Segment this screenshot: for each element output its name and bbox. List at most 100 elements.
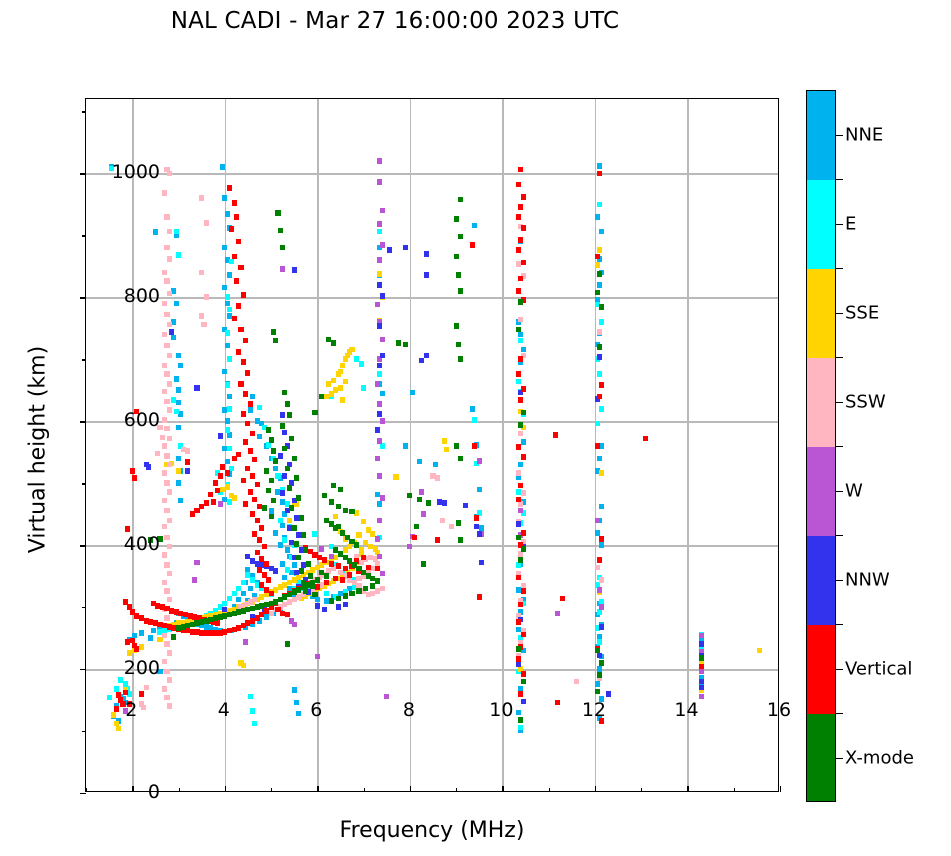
- data-point: [437, 498, 443, 505]
- data-point: [157, 536, 163, 542]
- data-point: [259, 594, 265, 600]
- colorbar-label-vertical: Vertical: [845, 658, 913, 679]
- y-tick-label: 600: [123, 409, 160, 432]
- data-point: [476, 531, 482, 537]
- data-point: [134, 408, 140, 415]
- data-point: [597, 455, 603, 462]
- data-point: [268, 610, 274, 617]
- data-point: [516, 496, 522, 503]
- data-point: [314, 603, 320, 609]
- data-point: [164, 278, 170, 284]
- data-point: [379, 418, 385, 424]
- data-point: [175, 352, 182, 359]
- data-point: [472, 443, 478, 449]
- data-point: [296, 495, 302, 501]
- data-point: [164, 371, 170, 377]
- data-point: [250, 621, 256, 628]
- data-point: [340, 529, 346, 536]
- data-point: [333, 547, 339, 553]
- data-point: [268, 565, 274, 572]
- data-point: [458, 356, 464, 363]
- data-point: [324, 393, 330, 400]
- data-point: [189, 617, 195, 624]
- data-point: [356, 575, 362, 582]
- data-point: [282, 594, 288, 600]
- data-point: [358, 559, 364, 566]
- data-point: [300, 584, 306, 591]
- scatter-points: [86, 99, 778, 791]
- data-point: [520, 386, 526, 392]
- data-point: [247, 599, 253, 605]
- data-point: [236, 303, 242, 309]
- gridline-vertical: [409, 99, 412, 791]
- data-point: [344, 352, 350, 359]
- data-point: [162, 190, 168, 196]
- data-point: [365, 564, 371, 571]
- data-point: [518, 551, 524, 557]
- data-point: [518, 356, 524, 363]
- data-point: [469, 406, 475, 412]
- data-point: [245, 572, 251, 578]
- data-point: [150, 627, 156, 634]
- data-point: [256, 567, 263, 573]
- gridline-vertical: [224, 99, 227, 791]
- data-point: [231, 590, 237, 597]
- data-point: [162, 497, 168, 504]
- data-point: [518, 598, 524, 604]
- data-point: [219, 464, 226, 470]
- data-point: [236, 238, 242, 245]
- data-point: [324, 590, 330, 597]
- colorbar-segment-x-mode: [807, 714, 835, 801]
- data-point: [247, 448, 253, 454]
- data-point: [599, 406, 605, 412]
- data-point: [291, 497, 297, 504]
- data-point: [245, 370, 251, 376]
- data-point: [342, 547, 348, 553]
- data-point: [516, 470, 522, 477]
- data-point: [594, 582, 600, 588]
- data-point: [597, 344, 603, 350]
- data-point: [597, 170, 603, 177]
- data-point: [217, 610, 223, 617]
- data-point: [597, 639, 603, 645]
- data-point: [520, 678, 526, 685]
- data-point: [516, 261, 522, 267]
- data-point: [171, 288, 177, 294]
- data-point: [555, 610, 561, 617]
- x-tick-mark: [317, 786, 319, 792]
- data-point: [215, 620, 221, 626]
- data-point: [287, 412, 293, 418]
- data-point: [518, 430, 524, 437]
- data-point: [222, 445, 228, 452]
- data-point: [162, 269, 168, 276]
- data-point: [284, 507, 290, 514]
- x-tick-label: 14: [674, 699, 699, 721]
- data-point: [337, 486, 343, 493]
- data-point: [379, 293, 385, 299]
- data-point: [698, 655, 704, 661]
- data-point: [361, 554, 367, 561]
- data-point: [215, 487, 221, 494]
- data-point: [518, 666, 524, 672]
- data-point: [250, 472, 256, 479]
- data-point: [377, 501, 383, 508]
- data-point: [342, 589, 348, 595]
- data-point: [118, 697, 124, 703]
- data-point: [333, 525, 339, 531]
- data-point: [252, 593, 258, 599]
- data-point: [349, 508, 355, 515]
- data-point: [518, 635, 524, 641]
- data-point: [698, 674, 704, 681]
- data-point: [162, 579, 168, 586]
- data-point: [296, 574, 302, 581]
- data-point: [173, 232, 179, 239]
- data-point: [266, 487, 272, 494]
- data-point: [367, 554, 374, 561]
- data-point: [175, 387, 182, 393]
- data-point: [370, 583, 376, 589]
- data-point: [166, 407, 172, 413]
- y-axis-label: Virtual height (km): [25, 345, 51, 554]
- data-point: [224, 330, 230, 336]
- data-point: [173, 408, 179, 415]
- y-minor-tick: [82, 731, 86, 733]
